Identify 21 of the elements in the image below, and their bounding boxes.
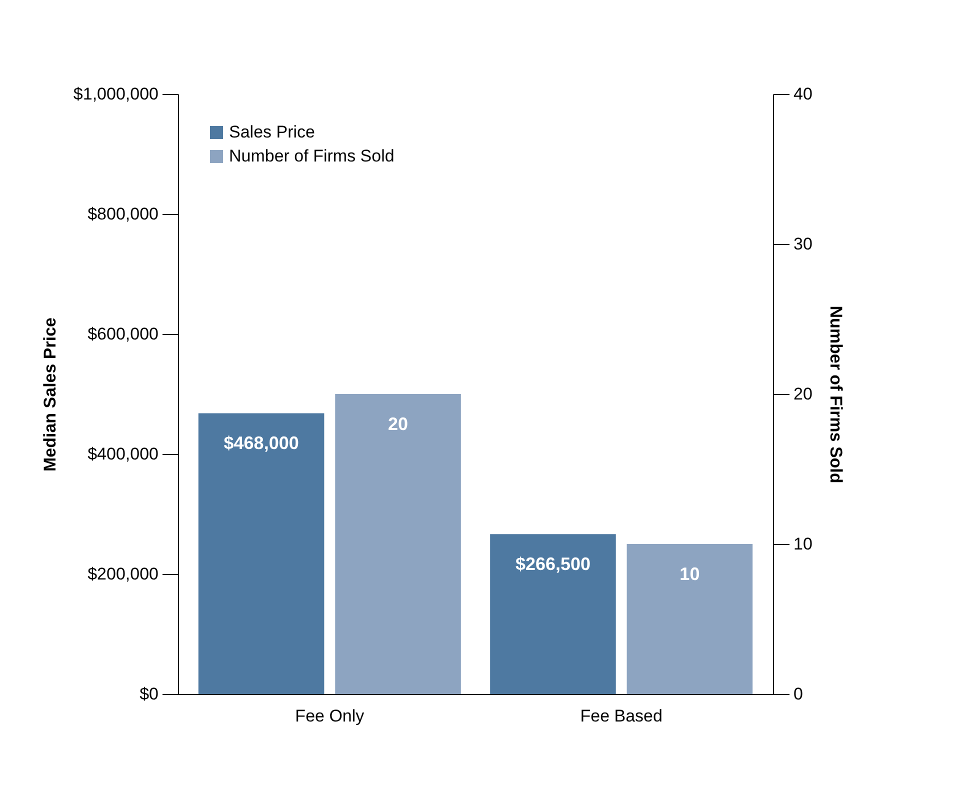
legend-label: Number of Firms Sold bbox=[229, 146, 394, 166]
data-label: $468,000 bbox=[224, 433, 299, 454]
data-label: 20 bbox=[388, 414, 408, 434]
y2-tick-label: 40 bbox=[794, 84, 812, 104]
x-tick-label: Fee Only bbox=[295, 706, 365, 726]
y-axis-title: Median Sales Price bbox=[40, 317, 60, 472]
y2-axis-title: Number of Firms Sold bbox=[826, 306, 846, 484]
y-tick-label: $400,000 bbox=[88, 444, 158, 464]
y-tick-label: $200,000 bbox=[88, 564, 158, 584]
y-tick-label: $600,000 bbox=[88, 324, 158, 344]
y2-tick-label: 30 bbox=[794, 234, 812, 254]
y2-tick-label: 20 bbox=[794, 384, 812, 404]
y-tick-label: $1,000,000 bbox=[73, 84, 158, 104]
data-label: $266,500 bbox=[515, 554, 591, 574]
y2-tick-label: 10 bbox=[794, 534, 812, 554]
legend-label: Sales Price bbox=[229, 122, 315, 142]
y2-tick-label: 0 bbox=[794, 684, 803, 704]
x-tick-label: Fee Based bbox=[580, 706, 662, 726]
y-tick-label: $800,000 bbox=[88, 204, 158, 224]
y-tick-label: $0 bbox=[140, 684, 158, 704]
data-label: 10 bbox=[680, 564, 700, 584]
